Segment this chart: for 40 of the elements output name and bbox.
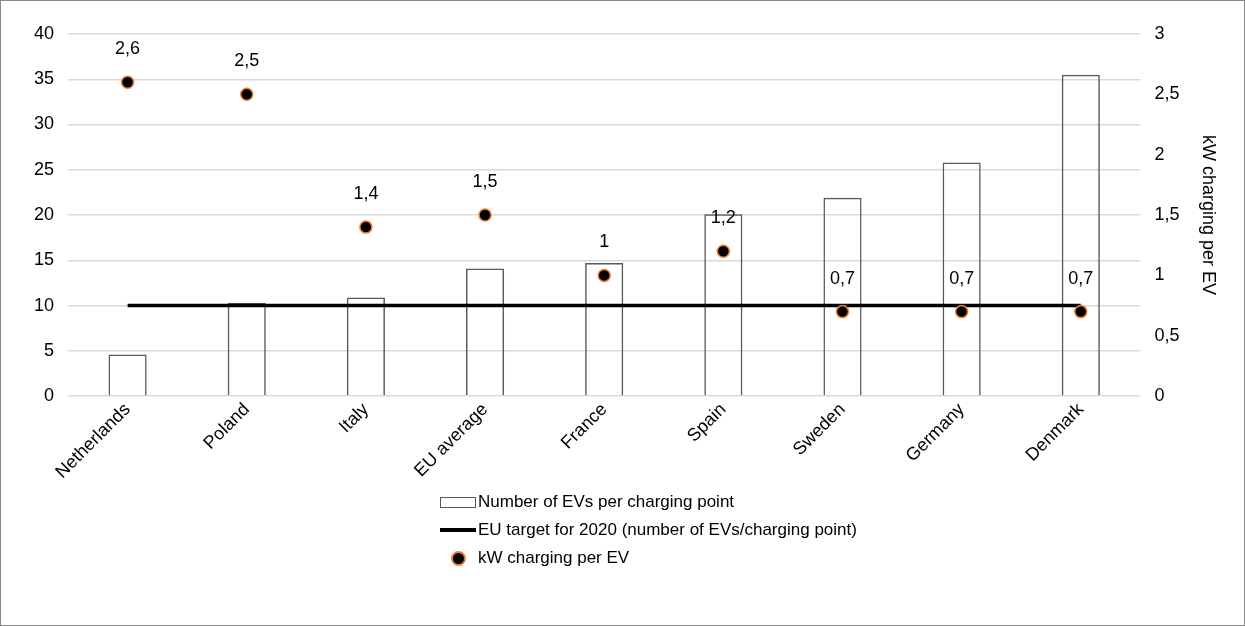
y2-tick-label: 3 <box>1154 22 1165 43</box>
y2-tick-label: 1 <box>1154 264 1165 285</box>
y2-tick-label: 2 <box>1154 143 1165 164</box>
y2-axis-title: kW charging per EV <box>1199 135 1220 296</box>
y-tick-label: 25 <box>33 158 55 179</box>
bar <box>1061 74 1100 396</box>
y-tick-label: 20 <box>33 204 55 225</box>
data-label: 2,5 <box>234 50 260 71</box>
point <box>954 304 969 319</box>
point <box>120 75 135 90</box>
data-label: 1,5 <box>472 171 498 192</box>
data-label: 2,6 <box>115 38 141 59</box>
y2-tick-label: 1,5 <box>1154 204 1180 225</box>
legend-label: EU target for 2020 (number of EVs/charging point) <box>478 520 857 540</box>
y-tick-label: 35 <box>33 68 55 89</box>
data-label: 0,7 <box>829 267 856 288</box>
y2-tick-label: 0 <box>1154 385 1165 406</box>
data-label: 1,2 <box>710 207 736 228</box>
point <box>835 304 850 319</box>
y2-tick-label: 0,5 <box>1154 324 1180 345</box>
y-tick-label: 40 <box>33 22 55 43</box>
point <box>716 244 731 259</box>
y-tick-label: 5 <box>44 339 55 360</box>
point <box>359 220 373 234</box>
y-tick-label: 10 <box>33 294 55 315</box>
point <box>478 208 492 222</box>
legend-label: Number of EVs per charging point <box>478 492 735 512</box>
y-tick-label: 15 <box>33 249 55 270</box>
y2-tick-label: 2,5 <box>1154 83 1180 104</box>
y-tick-label: 0 <box>44 385 55 406</box>
data-label: 1 <box>599 231 610 252</box>
point <box>1074 304 1088 319</box>
legend-label: kW charging per EV <box>478 548 630 568</box>
data-label: 0,7 <box>949 267 975 288</box>
x-tick-label: Italy <box>334 398 373 437</box>
point <box>240 87 254 102</box>
data-label: 1,4 <box>353 183 379 204</box>
data-label: 0,7 <box>1068 267 1094 288</box>
y-tick-label: 30 <box>33 113 55 134</box>
point <box>597 268 611 283</box>
